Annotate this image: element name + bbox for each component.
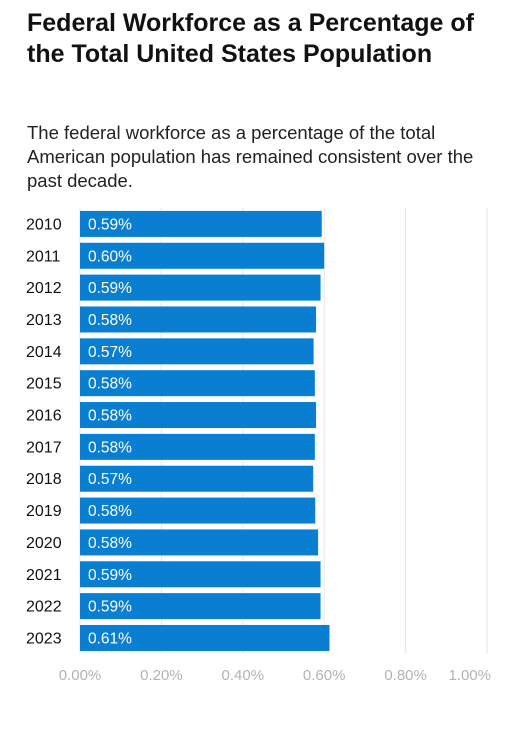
data-label: 0.59%	[88, 280, 132, 297]
category-label: 2011	[26, 248, 61, 265]
bar	[80, 593, 321, 620]
data-label: 0.59%	[88, 567, 132, 584]
category-label: 2010	[26, 216, 62, 233]
category-label: 2015	[26, 376, 62, 393]
x-tick-label: 0.20%	[140, 667, 183, 684]
data-label: 0.59%	[88, 599, 132, 616]
bar	[80, 433, 315, 460]
bar	[80, 624, 330, 651]
bar-chart: 2010 0.59% 2011 0.60% 2012 0.59% 2013 0.58% 2014…	[26, 208, 491, 684]
bar	[80, 338, 314, 365]
data-label: 0.59%	[88, 216, 132, 233]
data-label: 0.60%	[88, 248, 132, 265]
category-label: 2019	[26, 503, 62, 520]
bar	[80, 497, 316, 524]
bar	[80, 274, 321, 301]
bar	[80, 529, 319, 556]
chart-title: Federal Workforce as a Percentage of the…	[27, 9, 474, 68]
category-label: 2014	[26, 344, 62, 361]
category-label: 2018	[26, 471, 62, 488]
bar	[80, 370, 315, 397]
x-tick-label: 0.80%	[384, 667, 427, 684]
chart-subtitle: The federal workforce as a percentage of…	[27, 122, 474, 191]
bar	[80, 402, 317, 429]
bar	[80, 561, 321, 588]
category-label: 2023	[26, 630, 62, 647]
data-label: 0.58%	[88, 312, 132, 329]
x-tick-label: 0.60%	[303, 667, 346, 684]
data-label: 0.58%	[88, 535, 132, 552]
x-tick-label: 1.00%	[448, 667, 491, 684]
category-label: 2012	[26, 280, 62, 297]
data-label: 0.57%	[88, 344, 132, 361]
bar	[80, 306, 317, 333]
bar	[80, 210, 322, 237]
category-label: 2016	[26, 408, 62, 425]
x-tick-label: 0.40%	[222, 667, 265, 684]
category-label: 2020	[26, 535, 62, 552]
category-label: 2017	[26, 439, 62, 456]
data-label: 0.58%	[88, 503, 132, 520]
data-label: 0.58%	[88, 408, 132, 425]
x-tick-label: 0.00%	[59, 667, 102, 684]
category-label: 2022	[26, 599, 62, 616]
bar	[80, 242, 325, 269]
data-label: 0.61%	[88, 630, 132, 647]
category-label: 2021	[26, 567, 62, 584]
bar	[80, 465, 314, 492]
data-label: 0.57%	[88, 471, 132, 488]
category-label: 2013	[26, 312, 62, 329]
data-label: 0.58%	[88, 439, 132, 456]
data-label: 0.58%	[88, 376, 132, 393]
